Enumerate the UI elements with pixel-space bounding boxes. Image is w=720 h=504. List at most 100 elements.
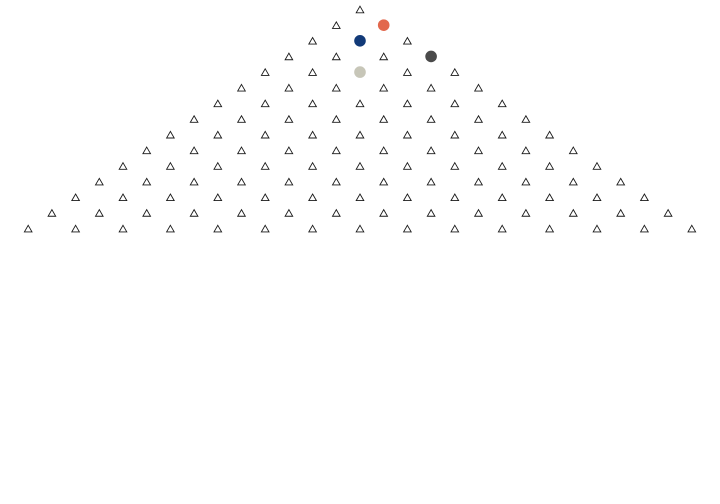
peg-triangle-icon[interactable] <box>355 193 365 202</box>
peg-triangle-icon[interactable] <box>426 114 436 123</box>
peg-triangle-icon[interactable] <box>94 177 104 186</box>
peg-triangle-icon[interactable] <box>450 99 460 108</box>
peg-triangle-icon[interactable] <box>545 161 555 170</box>
peg-triangle-icon[interactable] <box>545 224 555 233</box>
peg-triangle-icon[interactable] <box>402 193 412 202</box>
peg-triangle-icon[interactable] <box>450 161 460 170</box>
peg-triangle-icon[interactable] <box>355 224 365 233</box>
peg-triangle-icon[interactable] <box>473 114 484 123</box>
peg-triangle-icon[interactable] <box>355 99 365 108</box>
navy-ball[interactable] <box>354 35 366 47</box>
peg-triangle-icon[interactable] <box>236 114 247 123</box>
peg-triangle-icon[interactable] <box>497 193 507 202</box>
peg-triangle-icon[interactable] <box>308 193 318 202</box>
peg-triangle-icon[interactable] <box>379 208 389 217</box>
peg-triangle-icon[interactable] <box>189 114 199 123</box>
peg-triangle-icon[interactable] <box>331 20 341 29</box>
peg-triangle-icon[interactable] <box>426 208 436 217</box>
peg-triangle-icon[interactable] <box>355 130 365 139</box>
peg-triangle-icon[interactable] <box>308 224 318 233</box>
peg-triangle-icon[interactable] <box>521 177 531 186</box>
peg-triangle-icon[interactable] <box>142 177 152 186</box>
peg-triangle-icon[interactable] <box>639 224 649 233</box>
peg-triangle-icon[interactable] <box>260 224 270 233</box>
peg-triangle-icon[interactable] <box>331 208 341 217</box>
peg-triangle-icon[interactable] <box>426 146 436 155</box>
peg-triangle-icon[interactable] <box>331 177 341 186</box>
peg-triangle-icon[interactable] <box>236 177 247 186</box>
peg-triangle-icon[interactable] <box>213 99 223 108</box>
peg-triangle-icon[interactable] <box>497 161 507 170</box>
peg-triangle-icon[interactable] <box>165 161 175 170</box>
peg-triangle-icon[interactable] <box>379 146 389 155</box>
gray-ball[interactable] <box>425 50 437 63</box>
peg-triangle-icon[interactable] <box>521 146 531 155</box>
peg-triangle-icon[interactable] <box>545 193 555 202</box>
peg-triangle-icon[interactable] <box>450 67 460 76</box>
peg-triangle-icon[interactable] <box>260 99 270 108</box>
peg-triangle-icon[interactable] <box>450 130 460 139</box>
peg-triangle-icon[interactable] <box>568 177 578 186</box>
peg-triangle-icon[interactable] <box>284 114 294 123</box>
peg-triangle-icon[interactable] <box>497 130 507 139</box>
peg-triangle-icon[interactable] <box>497 99 507 108</box>
peg-triangle-icon[interactable] <box>71 224 81 233</box>
peg-triangle-icon[interactable] <box>473 83 484 92</box>
peg-triangle-icon[interactable] <box>165 224 175 233</box>
peg-triangle-icon[interactable] <box>213 193 223 202</box>
peg-triangle-icon[interactable] <box>118 161 128 170</box>
peg-triangle-icon[interactable] <box>379 83 389 92</box>
peg-triangle-icon[interactable] <box>379 114 389 123</box>
peg-triangle-icon[interactable] <box>545 130 555 139</box>
peg-triangle-icon[interactable] <box>23 224 33 233</box>
peg-triangle-icon[interactable] <box>331 52 341 61</box>
peg-triangle-icon[interactable] <box>473 146 484 155</box>
peg-triangle-icon[interactable] <box>568 208 578 217</box>
peg-triangle-icon[interactable] <box>236 83 247 92</box>
peg-triangle-icon[interactable] <box>284 177 294 186</box>
peg-triangle-icon[interactable] <box>142 146 152 155</box>
peg-triangle-icon[interactable] <box>521 114 531 123</box>
peg-triangle-icon[interactable] <box>402 99 412 108</box>
peg-triangle-icon[interactable] <box>521 208 531 217</box>
peg-triangle-icon[interactable] <box>402 130 412 139</box>
peg-triangle-icon[interactable] <box>402 161 412 170</box>
peg-triangle-icon[interactable] <box>331 114 341 123</box>
peg-triangle-icon[interactable] <box>355 5 365 14</box>
peg-triangle-icon[interactable] <box>213 130 223 139</box>
peg-triangle-icon[interactable] <box>402 36 412 45</box>
peg-triangle-icon[interactable] <box>616 208 626 217</box>
peg-triangle-icon[interactable] <box>473 177 484 186</box>
peg-triangle-icon[interactable] <box>355 161 365 170</box>
beige-ball[interactable] <box>354 66 366 78</box>
peg-triangle-icon[interactable] <box>592 193 602 202</box>
peg-triangle-icon[interactable] <box>331 146 341 155</box>
peg-triangle-icon[interactable] <box>308 99 318 108</box>
peg-triangle-icon[interactable] <box>213 224 223 233</box>
peg-triangle-icon[interactable] <box>568 146 578 155</box>
peg-triangle-icon[interactable] <box>426 177 436 186</box>
peg-triangle-icon[interactable] <box>165 193 175 202</box>
peg-triangle-icon[interactable] <box>118 193 128 202</box>
peg-triangle-icon[interactable] <box>402 67 412 76</box>
peg-triangle-icon[interactable] <box>426 83 436 92</box>
peg-triangle-icon[interactable] <box>308 36 318 45</box>
peg-triangle-icon[interactable] <box>450 193 460 202</box>
peg-triangle-icon[interactable] <box>639 193 649 202</box>
peg-triangle-icon[interactable] <box>189 146 199 155</box>
peg-triangle-icon[interactable] <box>213 161 223 170</box>
peg-triangle-icon[interactable] <box>379 177 389 186</box>
peg-triangle-icon[interactable] <box>284 208 294 217</box>
peg-triangle-icon[interactable] <box>47 208 57 217</box>
orange-ball[interactable] <box>377 19 390 31</box>
peg-triangle-icon[interactable] <box>663 208 673 217</box>
peg-triangle-icon[interactable] <box>118 224 128 233</box>
peg-triangle-icon[interactable] <box>260 130 270 139</box>
peg-triangle-icon[interactable] <box>189 208 199 217</box>
peg-triangle-icon[interactable] <box>284 146 294 155</box>
peg-triangle-icon[interactable] <box>236 146 247 155</box>
peg-triangle-icon[interactable] <box>308 161 318 170</box>
peg-triangle-icon[interactable] <box>592 224 602 233</box>
peg-triangle-icon[interactable] <box>592 161 602 170</box>
peg-triangle-icon[interactable] <box>616 177 626 186</box>
